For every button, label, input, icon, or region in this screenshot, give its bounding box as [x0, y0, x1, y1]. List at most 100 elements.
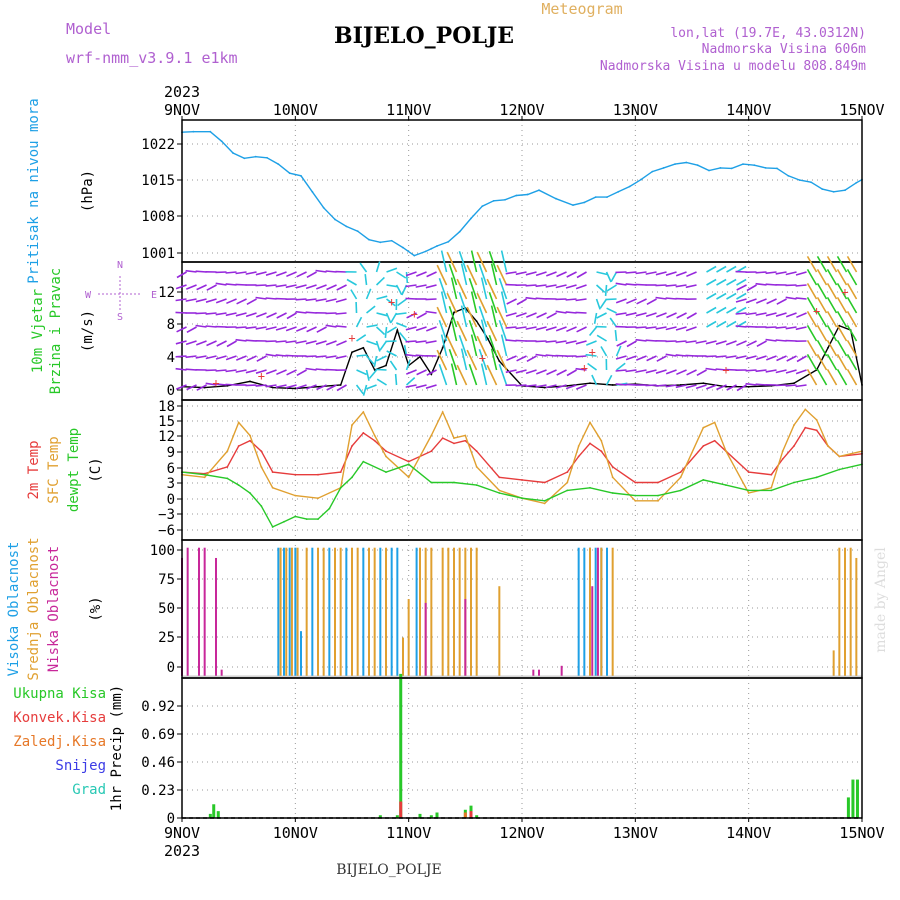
wind-barb [816, 310, 828, 328]
wind-barb [265, 369, 277, 375]
bar [560, 665, 563, 677]
wind-barb [275, 271, 287, 277]
wind-barb [440, 291, 448, 314]
data-point [441, 411, 444, 413]
model-label: Model [66, 20, 111, 38]
y-tick-label: 1001 [141, 246, 175, 262]
wind-barb [625, 283, 637, 286]
panel-label: 2m Temp [26, 440, 42, 499]
wind-barb [645, 312, 657, 318]
data-point [804, 426, 807, 429]
data-point [271, 486, 274, 489]
wind-barb [836, 310, 848, 328]
wind-barb [490, 305, 498, 328]
panel-wind: 12 8 4 0 10m Vjetar Brzina i Pravac (m/s) [30, 261, 863, 401]
wind-barb [275, 384, 287, 389]
wind-barb [525, 326, 537, 330]
wind-barb [515, 312, 527, 318]
y-tick-label: 50 [158, 601, 175, 617]
y-tick-label: 12 [158, 285, 175, 301]
wind-barb [695, 340, 707, 344]
wind-barb [225, 271, 237, 274]
wind-barb [765, 338, 777, 342]
wind-barb [726, 278, 737, 286]
wind-barb [235, 369, 247, 373]
wind-barb [466, 349, 478, 371]
wind-barb [505, 326, 517, 329]
wind-barb [470, 334, 478, 357]
bar [606, 547, 608, 677]
grid-temperature [182, 400, 862, 540]
wind-barb [846, 282, 858, 300]
gust-marker: + [411, 307, 418, 321]
bar [203, 547, 206, 677]
wind-barb [686, 271, 697, 278]
bar [345, 547, 348, 677]
wind-barb [336, 340, 347, 347]
data-point [237, 484, 240, 487]
wind-barb [635, 271, 647, 275]
wind-barb [806, 324, 818, 342]
data-point [430, 481, 433, 484]
data-point [243, 157, 246, 160]
wind-barb [436, 349, 448, 371]
wind-barb [635, 369, 647, 373]
wind-barb [645, 369, 657, 374]
wind-barb [506, 355, 517, 362]
bar [611, 547, 614, 677]
data-point [226, 384, 229, 387]
data-point [458, 230, 461, 233]
wind-barb [305, 298, 317, 302]
wind-barb [525, 369, 537, 375]
wind-barb [186, 326, 197, 334]
data-point [271, 471, 274, 473]
wind-barb [806, 353, 818, 371]
wind-barb [635, 326, 647, 329]
data-point [611, 476, 614, 479]
data-point [385, 471, 387, 473]
wind-barb [606, 284, 617, 292]
wind-barb [390, 312, 398, 323]
wind-barb [706, 278, 717, 286]
wind-barb [555, 340, 567, 344]
wind-barb [255, 384, 267, 387]
bar [216, 811, 220, 818]
data-point [838, 455, 841, 458]
wind-barb [586, 340, 597, 346]
wind-barb [415, 340, 427, 344]
wind-barb [275, 340, 287, 343]
wind-barb [225, 355, 237, 361]
data-point [334, 218, 336, 221]
wind-barb [235, 338, 247, 342]
data-point [651, 170, 654, 173]
data-point [453, 481, 455, 484]
wind-barb [816, 353, 828, 371]
wind-barb [545, 284, 557, 288]
wind-barb [685, 354, 697, 357]
wind-barb [405, 326, 417, 331]
compass-w: W [85, 290, 92, 301]
wind-barb [386, 284, 398, 288]
bar [458, 547, 461, 677]
data-point [634, 494, 637, 497]
wind-barb [816, 296, 828, 314]
wind-barb [285, 326, 297, 332]
wind-barb [726, 265, 737, 273]
data-point [526, 193, 529, 196]
data-point [441, 437, 444, 440]
wind-barb [355, 316, 363, 328]
year-bottom: 2023 [164, 842, 200, 860]
wind-barb [256, 355, 267, 362]
data-point [407, 476, 410, 479]
bar [441, 547, 444, 677]
wind-barb [575, 340, 587, 345]
wind-barb [515, 271, 527, 276]
wind-barb [826, 310, 838, 328]
wind-barb [438, 319, 448, 342]
wind-barb [785, 312, 797, 318]
data-point [589, 486, 591, 489]
data-point [203, 476, 206, 479]
data-point [634, 481, 637, 484]
wind-barb [655, 384, 667, 387]
wind-barb [255, 369, 267, 374]
